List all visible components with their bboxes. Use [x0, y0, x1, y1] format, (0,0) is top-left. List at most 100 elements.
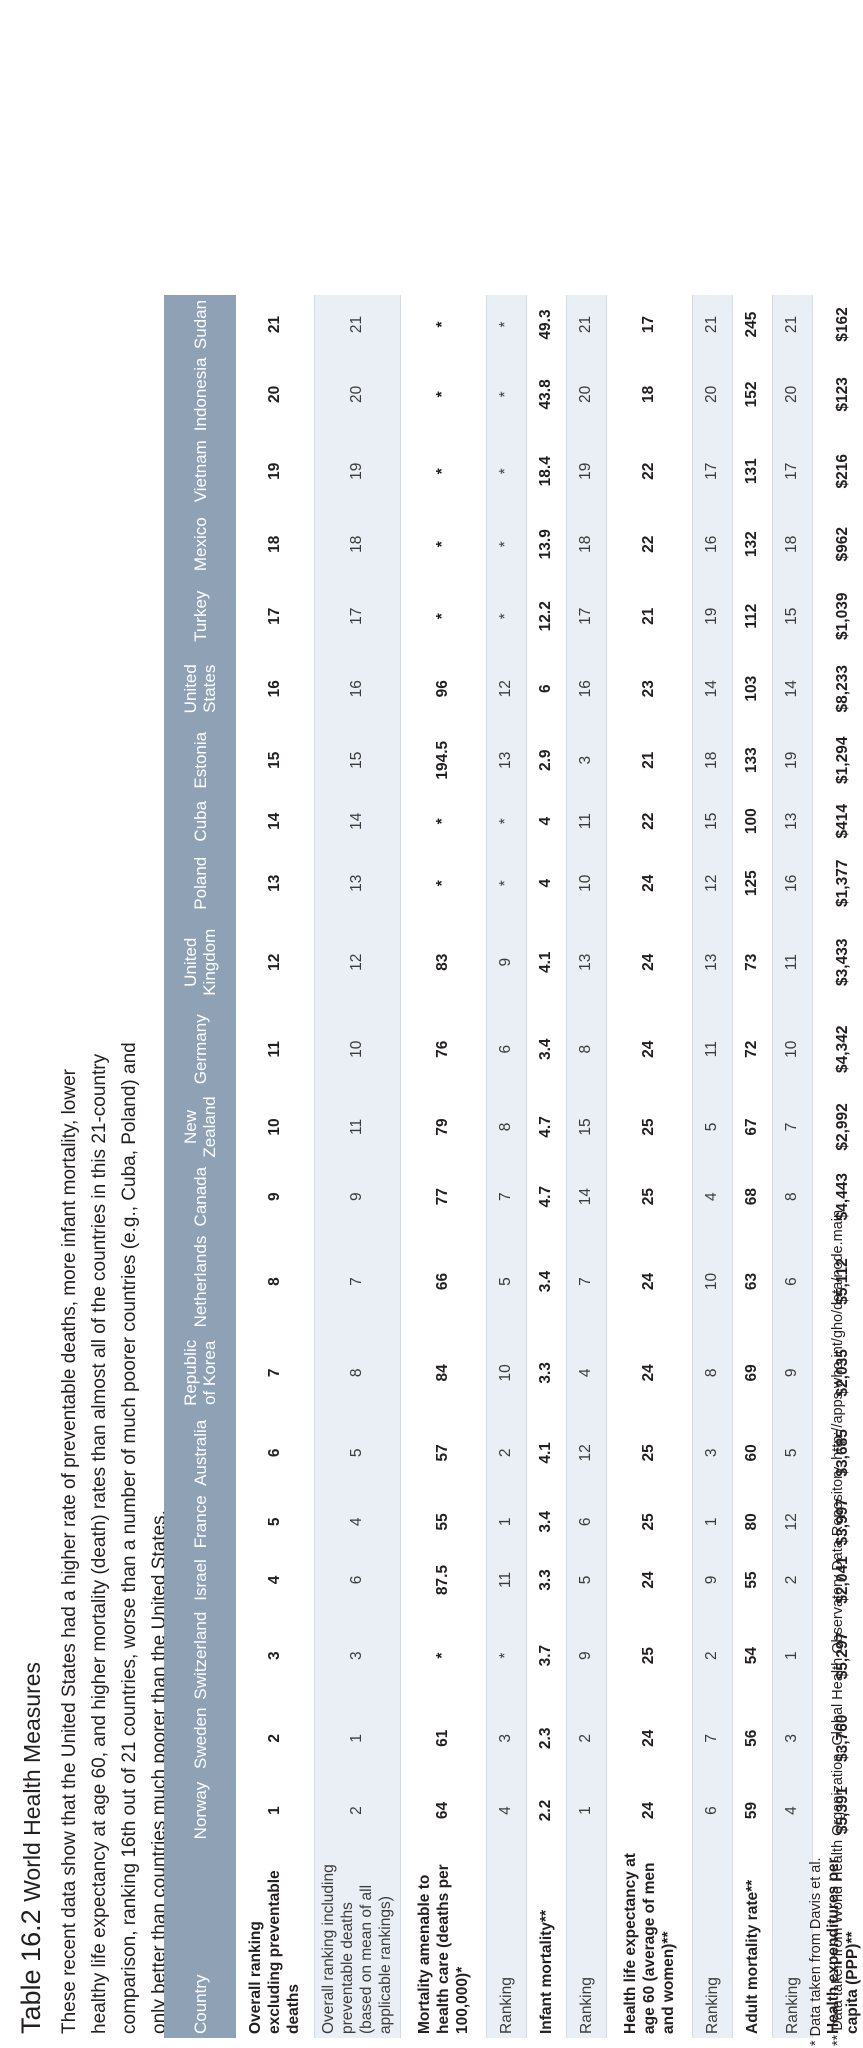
table-cell: 6	[236, 1414, 314, 1492]
country-header: Sudan	[164, 295, 236, 354]
table-cell: 24	[606, 1331, 692, 1415]
table-cell: *	[400, 848, 486, 919]
country-header: Estonia	[164, 726, 236, 795]
footnotes: * Data taken from Davis et al. ** Data t…	[805, 1210, 849, 2046]
table-cell: 15	[566, 1092, 606, 1162]
table-cell: 19	[772, 726, 812, 795]
table-cell: 22	[606, 794, 692, 849]
table-cell: 18	[314, 507, 400, 582]
table-cell: 12	[566, 1414, 606, 1492]
table-cell: *	[400, 353, 486, 436]
table-cell: 10	[236, 1092, 314, 1162]
table-row: Infant mortality** 2.2 2.3 3.7 3.3 3.4 4.1 3.3 3…	[526, 295, 566, 2038]
table-cell: 14	[566, 1161, 606, 1232]
table-cell: 3.7	[526, 1607, 566, 1704]
table-cell: 14	[236, 794, 314, 849]
table-cell: 7	[314, 1231, 400, 1332]
country-header: Israel	[164, 1552, 236, 1608]
table-cell: 131	[732, 435, 772, 508]
table-cell: 4	[486, 1773, 526, 1848]
table-cell: 73	[732, 918, 772, 1007]
table-cell: 4.7	[526, 1092, 566, 1162]
table-cell: 17	[692, 435, 732, 508]
table-cell: 20	[772, 353, 812, 436]
table-cell: 3.4	[526, 1491, 566, 1553]
table-cell: 10	[692, 1231, 732, 1332]
table-row: Health life expectancy at age 60 (averag…	[606, 295, 692, 2038]
table-cell: 1	[486, 1491, 526, 1553]
table-row: Ranking 4 3 * 11 1 2 10 5 7 8 6 9 * * 13 12 * * * * *	[486, 295, 526, 2038]
table-cell: 2.9	[526, 726, 566, 795]
table-cell: *	[486, 1607, 526, 1704]
table-cell: 15	[236, 726, 314, 795]
table-cell: *	[400, 507, 486, 582]
table-cell: 17	[236, 581, 314, 652]
table-cell: 4.1	[526, 1414, 566, 1492]
table-cell: 15	[772, 581, 812, 652]
table-cell: 2.2	[526, 1773, 566, 1848]
table-cell: 194.5	[400, 726, 486, 795]
country-header: France	[164, 1491, 236, 1553]
table-cell: 152	[732, 353, 772, 436]
country-header: Indonesia	[164, 353, 236, 436]
country-header: Germany	[164, 1006, 236, 1093]
table-cell: 3	[692, 1414, 732, 1492]
table-caption: Table 16.2 World Health Measures These r…	[14, 24, 175, 2034]
table-cell: 3	[566, 726, 606, 795]
table-cell: 22	[606, 435, 692, 508]
country-header: Netherlands	[164, 1231, 236, 1332]
table-cell: 1	[236, 1773, 314, 1848]
header-row: Country Norway Sweden Switzerland Israel Fra…	[164, 295, 236, 2038]
table-cell: $8,233	[812, 651, 863, 727]
table-cell: 12	[314, 918, 400, 1007]
table-cell: $123	[812, 353, 863, 436]
table-cell: 16	[692, 507, 732, 582]
table-cell: 12	[692, 848, 732, 919]
country-header: Vietnam	[164, 435, 236, 508]
table-cell: 3.3	[526, 1331, 566, 1415]
table-cell: 7	[692, 1703, 732, 1773]
table-cell: 6	[692, 1773, 732, 1848]
table-cell: 19	[566, 435, 606, 508]
table-cell: 4	[236, 1552, 314, 1608]
table-cell: 7	[486, 1161, 526, 1232]
table-cell: 8	[486, 1092, 526, 1162]
table-cell: 5	[314, 1414, 400, 1492]
table-cell: 9	[314, 1161, 400, 1232]
table-cell: 4	[526, 848, 566, 919]
table-cell: 17	[772, 435, 812, 508]
table-cell: *	[400, 435, 486, 508]
table-cell: *	[486, 581, 526, 652]
table-cell: 4	[692, 1161, 732, 1232]
table-cell: 21	[314, 295, 400, 354]
table-cell: 9	[566, 1607, 606, 1704]
table-cell: 2.3	[526, 1703, 566, 1773]
table-cell: 64	[400, 1773, 486, 1848]
table-cell: 11	[236, 1006, 314, 1093]
country-header: Mexico	[164, 507, 236, 582]
table-cell: 60	[732, 1414, 772, 1492]
table-cell: 13	[486, 726, 526, 795]
table-cell: 55	[400, 1491, 486, 1553]
table-cell: *	[486, 295, 526, 354]
table-row: Ranking 6 7 2 9 1 3 8 10 4 5 11 13 12 15 18 14 19 16 17 20 21	[692, 295, 732, 2038]
country-header: New Zealand	[164, 1092, 236, 1162]
table-row: Overall ranking including preventable de…	[314, 295, 400, 2038]
row-label: Infant mortality**	[526, 1848, 566, 2038]
table-cell: 49.3	[526, 295, 566, 354]
table-cell: $414	[812, 794, 863, 849]
table-cell: 7	[772, 1092, 812, 1162]
table-cell: *	[486, 435, 526, 508]
table-cell: 11	[772, 918, 812, 1007]
country-header: United Kingdom	[164, 918, 236, 1007]
table-cell: 57	[400, 1414, 486, 1492]
table-cell: 18	[606, 353, 692, 436]
table-cell: 20	[566, 353, 606, 436]
table-body: Overall ranking excluding preventable de…	[236, 295, 863, 2038]
table-cell: 16	[314, 651, 400, 727]
table-cell: 54	[732, 1607, 772, 1704]
table-cell: 25	[606, 1092, 692, 1162]
table-cell: 13	[772, 794, 812, 849]
table-cell: 103	[732, 651, 772, 727]
